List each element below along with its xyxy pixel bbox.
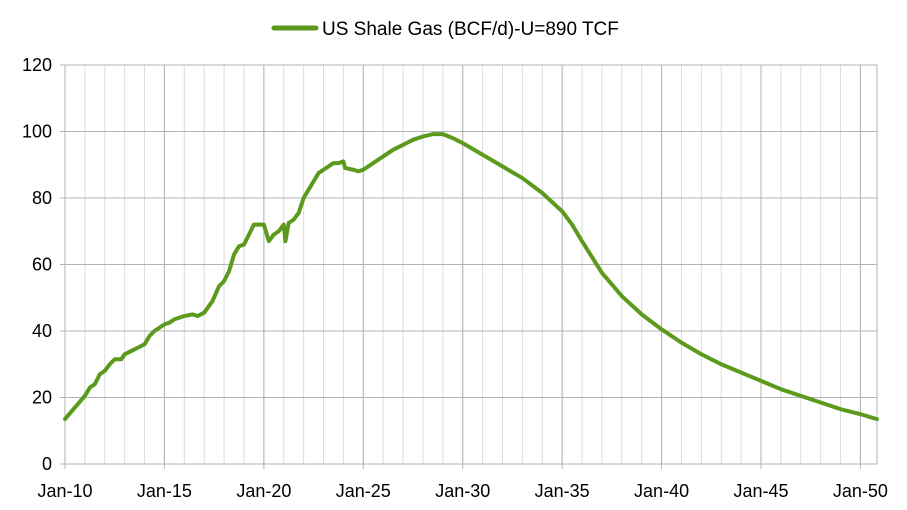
major-gridlines [60,64,877,469]
x-tick-label: Jan-10 [37,481,92,501]
x-tick-label: Jan-50 [833,481,888,501]
y-tick-label: 80 [32,188,52,208]
y-tick-label: 60 [32,255,52,275]
y-tick-label: 20 [32,388,52,408]
legend-label: US Shale Gas (BCF/d)-U=890 TCF [322,19,619,40]
y-tick-label: 0 [42,454,52,474]
x-axis-tick-labels: Jan-10 Jan-15 Jan-20 Jan-25 Jan-30 Jan-35 Jan-… [37,481,887,501]
x-tick-label: Jan-30 [435,481,490,501]
y-axis-tick-labels: 0 20 40 60 80 100 120 [22,55,52,474]
x-tick-label: Jan-25 [336,481,391,501]
plot-frame [64,64,878,465]
y-tick-label: 100 [22,122,52,142]
x-tick-label: Jan-35 [535,481,590,501]
y-tick-label: 120 [22,55,52,75]
x-tick-label: Jan-15 [137,481,192,501]
legend: US Shale Gas (BCF/d)-U=890 TCF [271,19,619,40]
x-tick-label: Jan-40 [634,481,689,501]
series-line [63,132,879,422]
x-tick-label: Jan-45 [733,481,788,501]
series-layer [63,132,879,422]
x-tick-label: Jan-20 [236,481,291,501]
y-tick-label: 40 [32,321,52,341]
